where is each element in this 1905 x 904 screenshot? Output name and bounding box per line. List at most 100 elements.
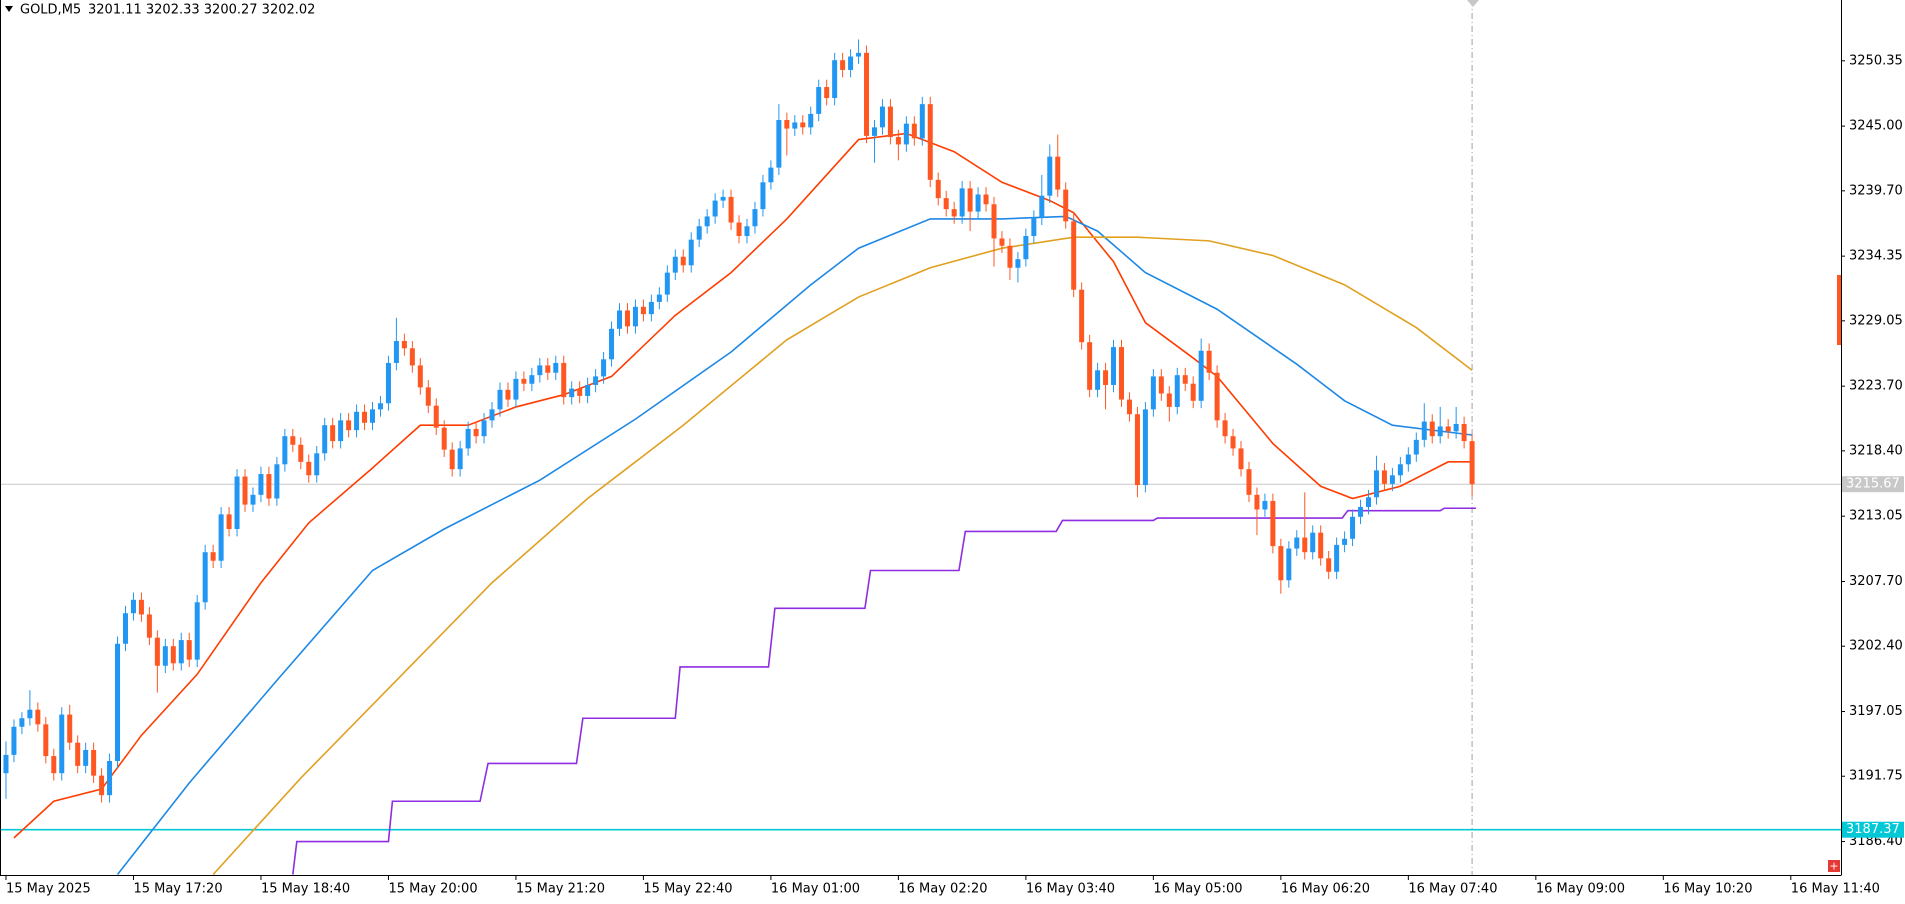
candle-body xyxy=(577,388,583,396)
y-tick-label: 3250.35 xyxy=(1849,53,1903,68)
candle-body xyxy=(1230,436,1236,449)
candle-body xyxy=(848,56,854,70)
candle-body xyxy=(473,428,479,437)
candle-body xyxy=(840,60,846,70)
candle-body xyxy=(409,348,415,366)
candle-body xyxy=(1118,347,1124,400)
candle-body xyxy=(632,306,638,327)
side-indicator xyxy=(1837,275,1841,345)
candle-body xyxy=(322,425,328,454)
candle-body xyxy=(927,104,933,180)
candle-body xyxy=(258,474,264,495)
candle-body xyxy=(35,709,41,725)
candle-body xyxy=(553,362,559,373)
shift-marker[interactable] xyxy=(1467,0,1479,7)
candle-body xyxy=(656,294,662,302)
candle-body xyxy=(672,256,678,273)
candle-body xyxy=(935,179,941,199)
candle-body xyxy=(975,194,981,212)
candle-body xyxy=(640,306,646,315)
candle-body xyxy=(871,127,877,136)
candle-body xyxy=(1103,370,1109,385)
candle-body xyxy=(1158,376,1164,394)
candle-body xyxy=(505,389,511,400)
candle-body xyxy=(1405,454,1411,465)
candle-body xyxy=(138,599,144,615)
candle-body xyxy=(377,403,383,410)
candle-body xyxy=(27,709,33,719)
candle-body xyxy=(1007,245,1013,268)
candle-body xyxy=(1350,516,1356,539)
candle-body xyxy=(760,182,766,210)
candle-body xyxy=(1214,372,1220,421)
candle-body xyxy=(664,272,670,295)
candle-body xyxy=(1190,383,1196,401)
y-tick-label: 3202.40 xyxy=(1849,639,1903,654)
candle-body xyxy=(401,340,407,349)
candle-body xyxy=(617,310,623,329)
x-tick-label: 16 May 09:00 xyxy=(1536,882,1625,897)
candle-body xyxy=(1174,375,1180,407)
y-tick-label: 3207.70 xyxy=(1849,574,1903,589)
x-tick-label: 16 May 06:20 xyxy=(1281,882,1370,897)
candle-body xyxy=(370,409,376,423)
candle-body xyxy=(1373,470,1379,498)
level-label: 3187.37 xyxy=(1846,822,1900,837)
candle-body xyxy=(983,194,989,205)
quote-label: 3201.11 3202.33 3200.27 3202.02 xyxy=(88,3,315,18)
candle-body xyxy=(226,514,232,530)
candle-body xyxy=(465,428,471,449)
indicator-line xyxy=(212,236,1473,875)
candle-body xyxy=(824,87,830,99)
candle-body xyxy=(194,602,200,660)
candle-body xyxy=(362,411,368,423)
candle-body xyxy=(1039,195,1045,218)
candle-body xyxy=(417,365,423,388)
candle-body xyxy=(1469,441,1475,485)
candle-body xyxy=(728,196,734,223)
menu-arrow[interactable] xyxy=(5,6,13,12)
candle-body xyxy=(513,378,519,400)
candle-body xyxy=(1031,217,1037,236)
candle-body xyxy=(959,188,965,217)
candle-body xyxy=(1015,259,1021,268)
x-tick-label: 15 May 17:20 xyxy=(133,882,222,897)
candle-body xyxy=(1246,469,1252,495)
candle-body xyxy=(1302,537,1308,553)
candle-body xyxy=(497,389,503,410)
x-tick-label: 15 May 20:00 xyxy=(388,882,477,897)
candle-body xyxy=(298,444,304,462)
candle-body xyxy=(1461,424,1467,442)
candle-body xyxy=(1286,548,1292,581)
candle-body xyxy=(1342,538,1348,545)
indicator-line xyxy=(13,132,1473,839)
candle-body xyxy=(385,362,391,404)
add-button-icon[interactable]: + xyxy=(1829,860,1838,873)
candle-body xyxy=(752,209,758,227)
x-tick-label: 16 May 02:20 xyxy=(898,882,987,897)
y-tick-label: 3218.40 xyxy=(1849,443,1903,458)
candle-body xyxy=(1429,421,1435,437)
candle-body xyxy=(704,216,710,227)
candle-body xyxy=(330,425,336,442)
candle-body xyxy=(545,365,551,373)
candle-body xyxy=(1055,156,1061,190)
candle-body xyxy=(393,340,399,363)
y-tick-label: 3239.70 xyxy=(1849,183,1903,198)
candle-body xyxy=(1389,475,1395,484)
candle-body xyxy=(489,409,495,421)
candle-body xyxy=(441,427,447,450)
candle-body xyxy=(887,106,893,138)
candle-body xyxy=(1270,500,1276,547)
candle-body xyxy=(162,646,168,666)
candle-body xyxy=(1134,414,1140,486)
add-button[interactable] xyxy=(1828,860,1840,872)
y-tick-label: 3234.35 xyxy=(1849,249,1903,264)
candle-body xyxy=(911,123,917,139)
candle-body xyxy=(648,301,654,315)
candle-body xyxy=(115,643,121,761)
candle-body xyxy=(178,640,184,664)
candle-body xyxy=(895,137,901,145)
x-tick-label: 15 May 18:40 xyxy=(261,882,350,897)
